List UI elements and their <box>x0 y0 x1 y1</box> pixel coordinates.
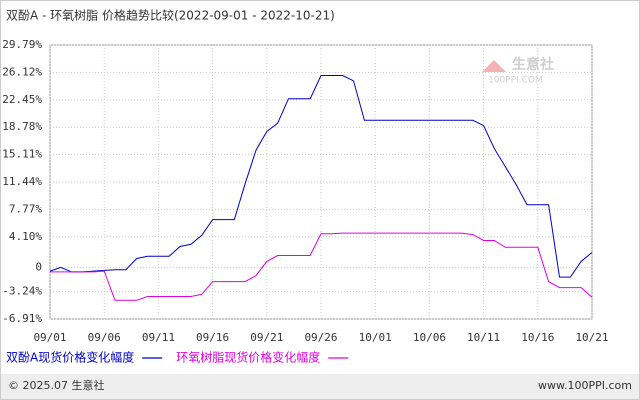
x-tick-label: 09/26 <box>304 331 337 344</box>
footer-bar <box>1 374 639 399</box>
y-tick-label: 26.12% <box>2 65 42 78</box>
chart-title: 双酚A - 环氧树脂 价格趋势比较(2022-09-01 - 2022-10-2… <box>6 8 335 23</box>
x-tick-label: 09/06 <box>88 331 121 344</box>
y-tick-label: 29.79% <box>2 38 42 51</box>
x-tick-label: 10/11 <box>467 331 500 344</box>
y-tick-label: 7.77% <box>9 202 42 215</box>
legend-label: 双酚A现货价格变化幅度 <box>6 350 134 365</box>
y-tick-label: 0 <box>35 260 42 273</box>
watermark: 生意社 <box>512 56 554 73</box>
y-tick-label: 11.44% <box>2 175 42 188</box>
x-tick-label: 10/21 <box>575 331 608 344</box>
x-tick-label: 09/16 <box>196 331 229 344</box>
footer-right: www.100PPI.com <box>538 379 632 392</box>
series-line <box>50 232 593 301</box>
y-tick-label: 22.45% <box>2 93 42 106</box>
watermark-url: 100PPI.COM <box>488 76 543 86</box>
x-tick-label: 09/01 <box>33 331 66 344</box>
y-tick-label: 18.78% <box>2 120 42 133</box>
y-tick-label: 15.11% <box>2 148 42 161</box>
watermark-icon <box>482 60 506 72</box>
y-tick-label: 4.10% <box>9 230 42 243</box>
y-tick-label: -6.91% <box>2 312 42 325</box>
x-tick-label: 09/21 <box>250 331 283 344</box>
x-tick-label: 09/11 <box>142 331 175 344</box>
x-tick-label: 10/01 <box>359 331 392 344</box>
x-tick-label: 10/16 <box>521 331 554 344</box>
series-line <box>49 75 593 278</box>
footer-left: © 2025.07 生意社 <box>8 378 104 392</box>
y-tick-label: -3.24% <box>2 285 42 298</box>
legend-label: 环氧树脂现货价格变化幅度 <box>176 350 320 365</box>
x-tick-label: 10/06 <box>413 331 446 344</box>
